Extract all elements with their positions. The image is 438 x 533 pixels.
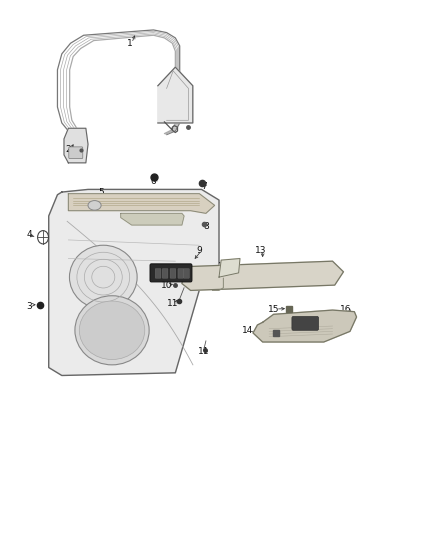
Polygon shape: [64, 128, 88, 163]
Text: 10: 10: [161, 280, 173, 289]
Polygon shape: [182, 261, 343, 290]
Polygon shape: [253, 310, 357, 342]
Text: 16: 16: [340, 304, 351, 313]
Text: 12: 12: [218, 262, 229, 271]
Polygon shape: [68, 193, 215, 213]
Text: 14: 14: [242, 326, 253, 335]
FancyBboxPatch shape: [184, 269, 189, 278]
Ellipse shape: [88, 200, 101, 210]
Text: 2: 2: [66, 145, 71, 154]
Ellipse shape: [70, 245, 137, 309]
FancyBboxPatch shape: [292, 317, 318, 330]
Text: 7: 7: [201, 182, 207, 191]
Text: 6: 6: [151, 177, 156, 186]
Polygon shape: [49, 189, 219, 375]
Text: 5: 5: [98, 188, 104, 197]
Polygon shape: [158, 67, 193, 123]
Ellipse shape: [79, 301, 145, 360]
Text: 9: 9: [197, 246, 202, 255]
Text: 11: 11: [198, 347, 209, 356]
Text: 8: 8: [203, 222, 209, 231]
FancyBboxPatch shape: [150, 264, 192, 282]
FancyBboxPatch shape: [155, 269, 161, 278]
Text: 13: 13: [255, 246, 266, 255]
Text: 3: 3: [26, 302, 32, 311]
FancyBboxPatch shape: [178, 269, 184, 278]
Text: 17: 17: [161, 273, 173, 281]
FancyBboxPatch shape: [162, 269, 168, 278]
Ellipse shape: [75, 296, 149, 365]
Polygon shape: [219, 259, 240, 277]
Text: 11: 11: [167, 299, 179, 308]
Polygon shape: [121, 213, 184, 225]
Text: 4: 4: [26, 230, 32, 239]
Text: 1: 1: [127, 39, 132, 48]
FancyBboxPatch shape: [69, 147, 83, 159]
Text: 15: 15: [268, 304, 279, 313]
FancyBboxPatch shape: [170, 269, 176, 278]
